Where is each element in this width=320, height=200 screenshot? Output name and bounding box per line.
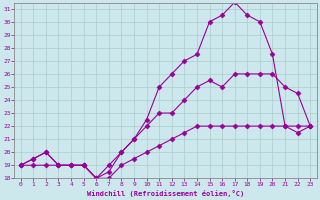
X-axis label: Windchill (Refroidissement éolien,°C): Windchill (Refroidissement éolien,°C): [87, 190, 244, 197]
